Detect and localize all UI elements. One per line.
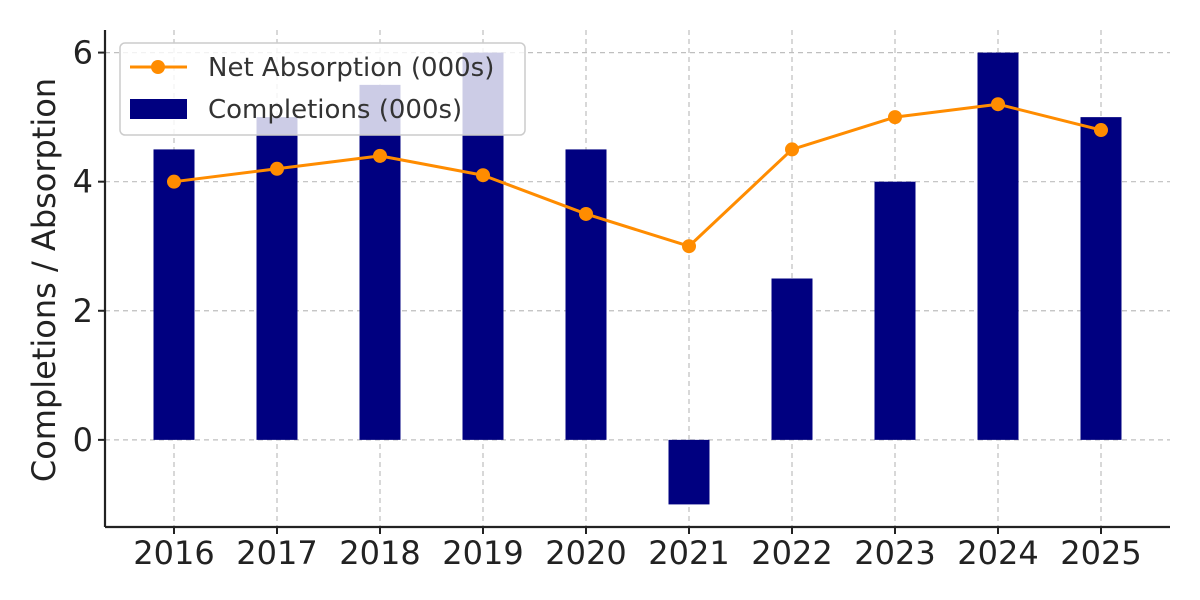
bar-completions [771,278,813,440]
x-tick-label: 2021 [648,534,729,572]
x-tick-label: 2019 [442,534,523,572]
bar-completions [977,52,1019,440]
x-tick-label: 2024 [957,534,1038,572]
y-axis-label: Completions / Absorption [25,78,63,482]
legend: Net Absorption (000s) Completions (000s) [119,42,526,136]
point-net-absorption [167,174,181,189]
point-net-absorption [579,206,593,221]
legend-box [119,42,526,136]
axes: 0 2 4 6 2016 2017 2018 2019 2020 2021 2022 2023 2024… [73,30,1170,572]
point-net-absorption [888,110,902,125]
line-series [167,97,1108,254]
legend-bar-swatch [130,99,187,119]
point-net-absorption [270,161,284,176]
legend-label-completions: Completions (000s) [208,95,462,125]
bar-completions [668,439,710,505]
bar-completions [153,149,195,440]
x-tick-label: 2022 [751,534,832,572]
point-net-absorption [1094,123,1108,138]
x-tick-label: 2016 [133,534,214,572]
y-tick-label: 2 [73,292,93,330]
point-net-absorption [682,239,696,254]
x-tick-label: 2017 [236,534,317,572]
point-net-absorption [373,148,387,163]
y-tick-label: 6 [73,34,93,72]
x-tick-label: 2023 [854,534,935,572]
legend-marker-swatch [151,60,165,74]
y-tick-label: 4 [73,163,93,201]
point-net-absorption [991,97,1005,112]
bar-completions [874,181,916,440]
y-tick-label: 0 [73,421,93,459]
bar-completions [359,84,401,440]
line-net-absorption [173,102,1102,248]
bar-completions [565,149,607,440]
legend-label-net-absorption: Net Absorption (000s) [208,53,494,83]
x-tick-label: 2025 [1060,534,1141,572]
point-net-absorption [476,168,490,183]
point-net-absorption [785,142,799,157]
x-tick-label: 2018 [339,534,420,572]
x-tick-label: 2020 [545,534,626,572]
bar-completions [1080,117,1122,440]
